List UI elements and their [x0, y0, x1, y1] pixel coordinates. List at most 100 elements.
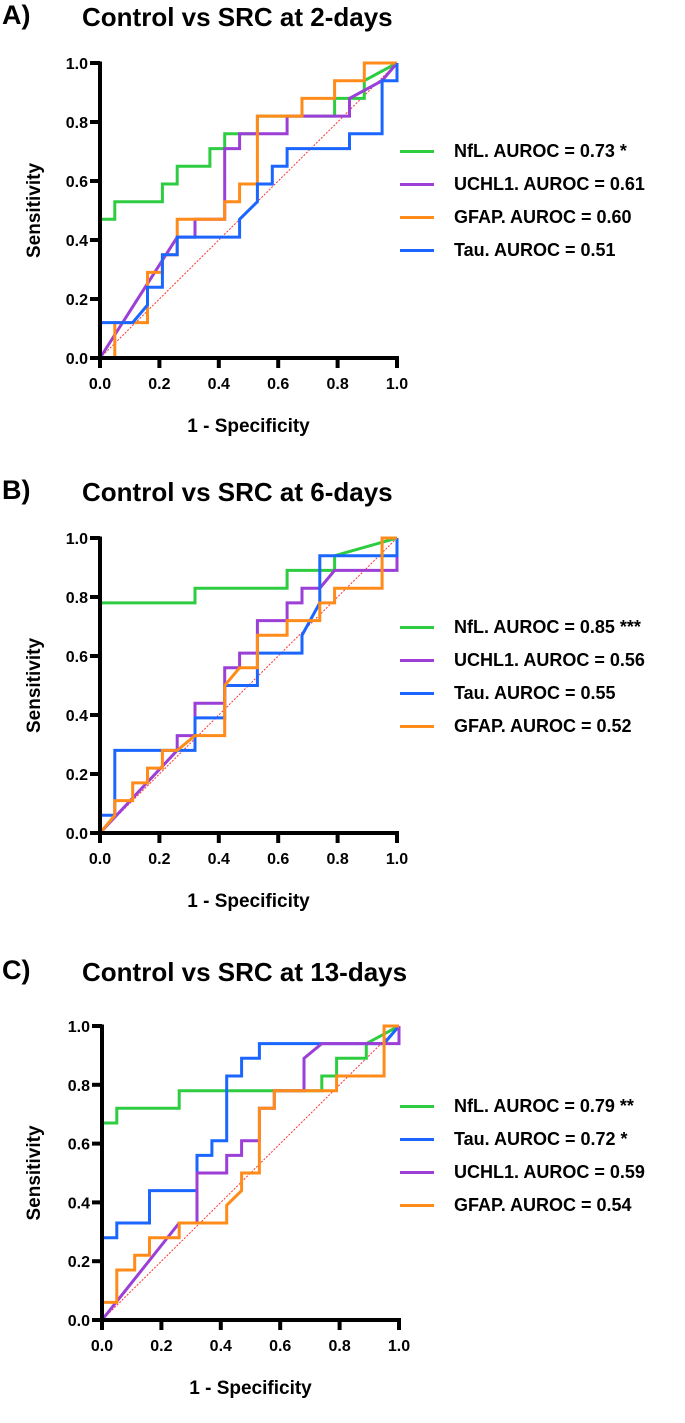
- x-tick-label: 0.0: [89, 851, 111, 868]
- legend-swatch: [400, 1138, 434, 1141]
- x-tick-label: 0.6: [269, 1338, 291, 1355]
- legend: NfL. AUROC = 0.85 *** UCHL1. AUROC = 0.56…: [400, 611, 645, 743]
- y-tick-label: 0.6: [66, 649, 88, 666]
- y-tick-label: 0.4: [66, 233, 88, 250]
- legend-item-uchl1: UCHL1. AUROC = 0.61: [400, 168, 645, 201]
- y-tick-label: 0.8: [66, 115, 88, 132]
- y-tick-label: 0.8: [66, 590, 88, 607]
- roc-curve-nfl: [98, 536, 398, 833]
- chart-title: Control vs SRC at 2-days: [82, 2, 393, 32]
- y-axis-title: Sensitivity: [24, 163, 45, 258]
- roc-curve-tau: [98, 63, 399, 358]
- legend-swatch: [400, 249, 434, 252]
- x-tick-label: 0.2: [148, 851, 170, 868]
- panel-label: C): [2, 955, 31, 985]
- roc-plot: 0.0 0.2 0.4 0.6 0.8 1.0 0.0 0.2 0.4 0.6 0.8 1.0 1 - …: [24, 1019, 410, 1399]
- x-tick-label: 1.0: [388, 1338, 410, 1355]
- legend-label: UCHL1. AUROC = 0.61: [454, 174, 645, 194]
- x-tick-label: 0.8: [326, 851, 348, 868]
- x-tick-label: 0.6: [267, 376, 289, 393]
- y-tick-label: 0.0: [66, 826, 88, 843]
- roc-plot: 0.0 0.2 0.4 0.6 0.8 1.0 0.0 0.2 0.4 0.6 0.8 1.0 1 - …: [24, 531, 408, 912]
- legend-label: NfL. AUROC = 0.79 **: [454, 1096, 634, 1116]
- legend-item-uchl1: UCHL1. AUROC = 0.56: [400, 644, 645, 677]
- legend-label: GFAP. AUROC = 0.52: [454, 716, 632, 736]
- panel-label: B): [2, 475, 31, 505]
- x-tick-label: 1.0: [386, 851, 408, 868]
- legend-swatch: [400, 1105, 434, 1108]
- legend-swatch: [400, 659, 434, 662]
- legend-label: UCHL1. AUROC = 0.59: [454, 1162, 645, 1182]
- legend-item-gfap: GFAP. AUROC = 0.52: [400, 710, 645, 743]
- y-tick-label: 0.2: [66, 292, 88, 309]
- roc-curve-uchl1: [98, 62, 399, 359]
- legend-swatch: [400, 1204, 434, 1207]
- legend-swatch: [400, 1171, 434, 1174]
- roc-plot: 0.0 0.2 0.4 0.6 0.8 1.0 0.0 0.2 0.4 0.6 0.8 1.0 1 - …: [24, 56, 408, 437]
- y-tick-label: 1.0: [68, 1019, 90, 1036]
- legend-item-nfl: NfL. AUROC = 0.79 **: [400, 1090, 645, 1123]
- legend-item-uchl1: UCHL1. AUROC = 0.59: [400, 1156, 645, 1189]
- legend-item-tau: Tau. AUROC = 0.51: [400, 234, 645, 267]
- roc-curve-tau: [100, 1025, 401, 1320]
- roc-curve-tau: [98, 538, 399, 833]
- legend-item-gfap: GFAP. AUROC = 0.60: [400, 201, 645, 234]
- y-tick-label: 0.4: [66, 708, 88, 725]
- y-tick-label: 0.0: [66, 351, 88, 368]
- legend-label: Tau. AUROC = 0.72 *: [454, 1129, 628, 1149]
- y-axis-title: Sensitivity: [24, 638, 45, 733]
- legend-item-tau: Tau. AUROC = 0.55: [400, 677, 645, 710]
- legend-swatch: [400, 150, 434, 153]
- x-tick-label: 0.4: [208, 851, 230, 868]
- chart-title: Control vs SRC at 6-days: [82, 477, 393, 507]
- x-tick-label: 1.0: [386, 376, 408, 393]
- x-axis-title: 1 - Specificity: [187, 891, 310, 912]
- y-tick-label: 1.0: [66, 531, 88, 548]
- y-tick-label: 0.2: [68, 1254, 90, 1271]
- x-tick-label: 0.2: [148, 376, 170, 393]
- y-tick-label: 1.0: [66, 56, 88, 73]
- x-tick-label: 0.8: [326, 376, 348, 393]
- y-tick-label: 0.2: [66, 767, 88, 784]
- x-tick-label: 0.0: [89, 376, 111, 393]
- y-tick-label: 0.6: [68, 1137, 90, 1154]
- x-axis-title: 1 - Specificity: [187, 416, 310, 437]
- x-tick-label: 0.6: [267, 851, 289, 868]
- y-tick-label: 0.8: [68, 1078, 90, 1095]
- legend-item-tau: Tau. AUROC = 0.72 *: [400, 1123, 645, 1156]
- chart-title: Control vs SRC at 13-days: [82, 957, 408, 987]
- legend-swatch: [400, 216, 434, 219]
- legend-swatch: [400, 183, 434, 186]
- x-tick-label: 0.2: [150, 1338, 172, 1355]
- x-axis-title: 1 - Specificity: [189, 1378, 312, 1399]
- legend-label: NfL. AUROC = 0.85 ***: [454, 617, 641, 637]
- legend: NfL. AUROC = 0.79 ** Tau. AUROC = 0.72 * U…: [400, 1090, 645, 1222]
- legend-label: Tau. AUROC = 0.51: [454, 240, 616, 260]
- roc-curve-gfap: [100, 1024, 399, 1320]
- panel-a: A) Control vs SRC at 2-days 0.0 0.2 0.4 0.6…: [0, 0, 685, 468]
- legend-label: UCHL1. AUROC = 0.56: [454, 650, 645, 670]
- y-axis-title: Sensitivity: [24, 1125, 45, 1220]
- panel-b: B) Control vs SRC at 6-days 0.0 0.2 0.4 0.6…: [0, 475, 685, 943]
- legend-label: GFAP. AUROC = 0.60: [454, 207, 632, 227]
- legend-swatch: [400, 626, 434, 629]
- x-tick-label: 0.4: [208, 376, 230, 393]
- legend-label: NfL. AUROC = 0.73 *: [454, 141, 627, 161]
- y-tick-label: 0.4: [68, 1195, 90, 1212]
- panel-label: A): [2, 0, 31, 30]
- legend-item-gfap: GFAP. AUROC = 0.54: [400, 1189, 645, 1222]
- panel-c: C) Control vs SRC at 13-days 0.0 0.2 0.4 0.…: [0, 955, 685, 1423]
- legend-item-nfl: NfL. AUROC = 0.85 ***: [400, 611, 645, 644]
- y-tick-label: 0.6: [66, 174, 88, 191]
- y-tick-label: 0.0: [68, 1313, 90, 1330]
- legend-label: Tau. AUROC = 0.55: [454, 683, 616, 703]
- x-tick-label: 0.8: [328, 1338, 350, 1355]
- legend-swatch: [400, 692, 434, 695]
- roc-curve-gfap: [98, 536, 397, 834]
- legend: NfL. AUROC = 0.73 * UCHL1. AUROC = 0.61 GF…: [400, 135, 645, 267]
- legend-swatch: [400, 725, 434, 728]
- x-tick-label: 0.0: [91, 1338, 113, 1355]
- x-tick-label: 0.4: [210, 1338, 232, 1355]
- legend-label: GFAP. AUROC = 0.54: [454, 1195, 632, 1215]
- legend-item-nfl: NfL. AUROC = 0.73 *: [400, 135, 645, 168]
